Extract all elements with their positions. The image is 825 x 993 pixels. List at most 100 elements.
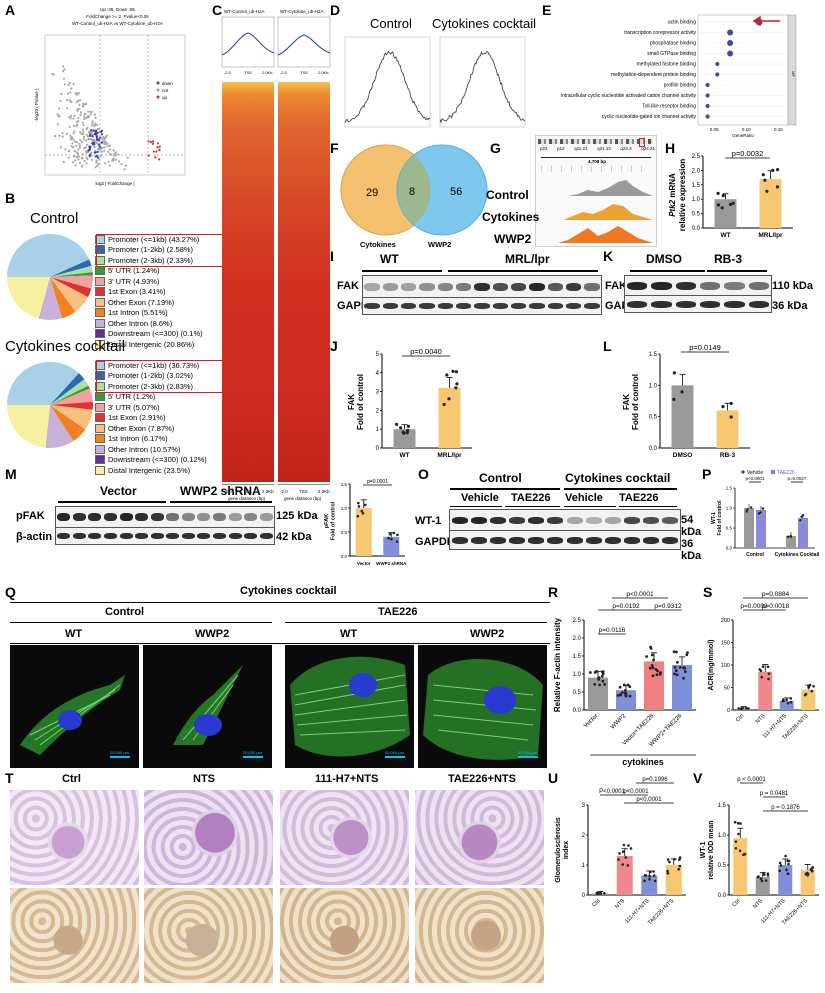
data-point xyxy=(629,847,633,850)
volcano-point-not xyxy=(77,158,80,161)
data-point xyxy=(406,424,410,428)
profile-curve-1 xyxy=(221,32,275,56)
blot-band xyxy=(675,300,697,308)
micro-col-4: WWP2 xyxy=(470,628,505,640)
venn-label-left: Cytokines xyxy=(360,240,396,249)
volcano-point-not xyxy=(103,146,106,149)
blot-band xyxy=(401,283,417,291)
blot-k-dmso-line xyxy=(630,270,705,272)
micro-control-line xyxy=(10,622,272,623)
volcano-point-not xyxy=(82,133,85,136)
cyto-promoter-highlight xyxy=(96,360,230,393)
volcano-point-not xyxy=(73,114,76,117)
legend-text: Promoter (2-3kb) (2.83%) xyxy=(108,381,194,391)
venn-left-count: 29 xyxy=(366,187,378,199)
micro-nucleus-4 xyxy=(484,686,516,714)
data-point xyxy=(678,856,682,859)
blot-band xyxy=(585,516,602,524)
legend-text: Other Exon (7.87%) xyxy=(108,423,175,433)
profile2-tick-3: 2.0Kb xyxy=(318,70,329,75)
legend-entry: Distal Intergenic (23.5%) xyxy=(95,465,209,476)
volcano-point-down xyxy=(98,145,101,148)
blot-band xyxy=(510,303,527,309)
bar xyxy=(801,689,816,710)
p-value: P<0.0001 xyxy=(599,789,626,795)
y-tick-label: 1 xyxy=(376,427,380,433)
volcano-point-not xyxy=(124,164,127,167)
x-tick-label: WWP2 shRNA xyxy=(376,561,407,566)
y-tick-label: 0.5 xyxy=(341,530,348,535)
panel-label-k: K xyxy=(603,248,614,264)
data-point xyxy=(652,658,655,662)
volcano-point-not xyxy=(78,145,81,148)
data-point xyxy=(651,674,655,678)
x-tick-label: TAE226+NTS xyxy=(647,898,675,926)
data-point xyxy=(682,676,685,680)
data-point xyxy=(812,685,815,688)
blot-band xyxy=(529,303,545,309)
data-point xyxy=(666,858,670,861)
volcano-point-not xyxy=(74,159,77,162)
data-point xyxy=(763,873,766,876)
data-point xyxy=(666,872,670,875)
venn-overlap xyxy=(397,155,431,225)
legend-vehicle: Vehicle xyxy=(747,470,763,476)
y-axis-gene: Ptk2 xyxy=(668,199,677,216)
volcano-point-down xyxy=(91,142,94,145)
panel-label-s: S xyxy=(703,584,713,600)
blot-band xyxy=(437,303,454,309)
pie-slice xyxy=(50,379,89,405)
volcano-point-not xyxy=(78,161,82,165)
legend-entry: Other Intron (10.57%) xyxy=(95,444,209,455)
data-point xyxy=(721,194,725,198)
volcano-point-not xyxy=(75,125,78,128)
y-tick-label: 0.5 xyxy=(692,212,701,218)
volcano-point-up xyxy=(151,142,154,145)
data-point xyxy=(395,540,399,543)
volcano-point-not xyxy=(123,168,126,171)
blot-o-sub-line-3 xyxy=(564,506,616,507)
p-value: p < 0.0001 xyxy=(737,777,766,783)
y-tick-label: 50 xyxy=(724,686,730,692)
micro-scale-4: 20.000 μm xyxy=(518,750,538,755)
volcano-point-not xyxy=(75,101,78,104)
bar xyxy=(438,387,461,448)
chart-n: 0.0 0.5 1.0 1.5 Vector WWP2 shRNA p=0.0001 pFAK… xyxy=(324,479,407,566)
data-point xyxy=(396,533,399,537)
volcano-point-down xyxy=(100,133,103,136)
legend-swatch xyxy=(95,455,105,465)
data-point xyxy=(805,871,809,875)
data-point xyxy=(650,664,654,667)
volcano-point-not xyxy=(83,115,86,118)
legend-entry: Other Exon (7.19%) xyxy=(95,297,209,308)
volcano-point-down xyxy=(89,145,92,149)
volcano-title-1: Up :38, Down :65 xyxy=(100,7,135,12)
volcano-point-not xyxy=(84,146,87,149)
y-axis-label-2: relative expression xyxy=(678,159,687,232)
blot-i-panel: WT MRL/lpr FAK GAPDH xyxy=(337,250,605,335)
volcano-point-down xyxy=(99,130,103,133)
heatmap-col1-title: WT-Control_ub-H2A xyxy=(224,9,265,14)
volcano-point-not xyxy=(68,99,71,102)
micro-img-wt-control: 20.000 μm xyxy=(10,645,139,768)
volcano-point-not xyxy=(86,143,89,146)
panel-label-i: I xyxy=(330,248,334,264)
volcano-point-down xyxy=(97,138,101,141)
volcano-point-not xyxy=(73,150,76,153)
volcano-point-not xyxy=(114,158,117,161)
histo-ihc-ctrl xyxy=(10,888,139,983)
x-tick-label: WWP2 xyxy=(610,713,628,731)
data-point xyxy=(799,519,802,522)
volcano-point-not xyxy=(52,73,55,76)
x-tick-label: Cytokines Cocktail xyxy=(775,552,820,558)
data-point xyxy=(447,397,451,401)
data-point xyxy=(364,503,367,507)
micro-cell-3 xyxy=(290,656,410,757)
volcano-point-not xyxy=(82,138,86,141)
volcano-point-not xyxy=(76,99,80,102)
legend-up: up xyxy=(162,95,168,100)
data-point xyxy=(811,869,814,873)
legend-swatch xyxy=(95,413,105,423)
blot-band xyxy=(212,513,227,521)
band-2: p12 xyxy=(557,146,565,151)
